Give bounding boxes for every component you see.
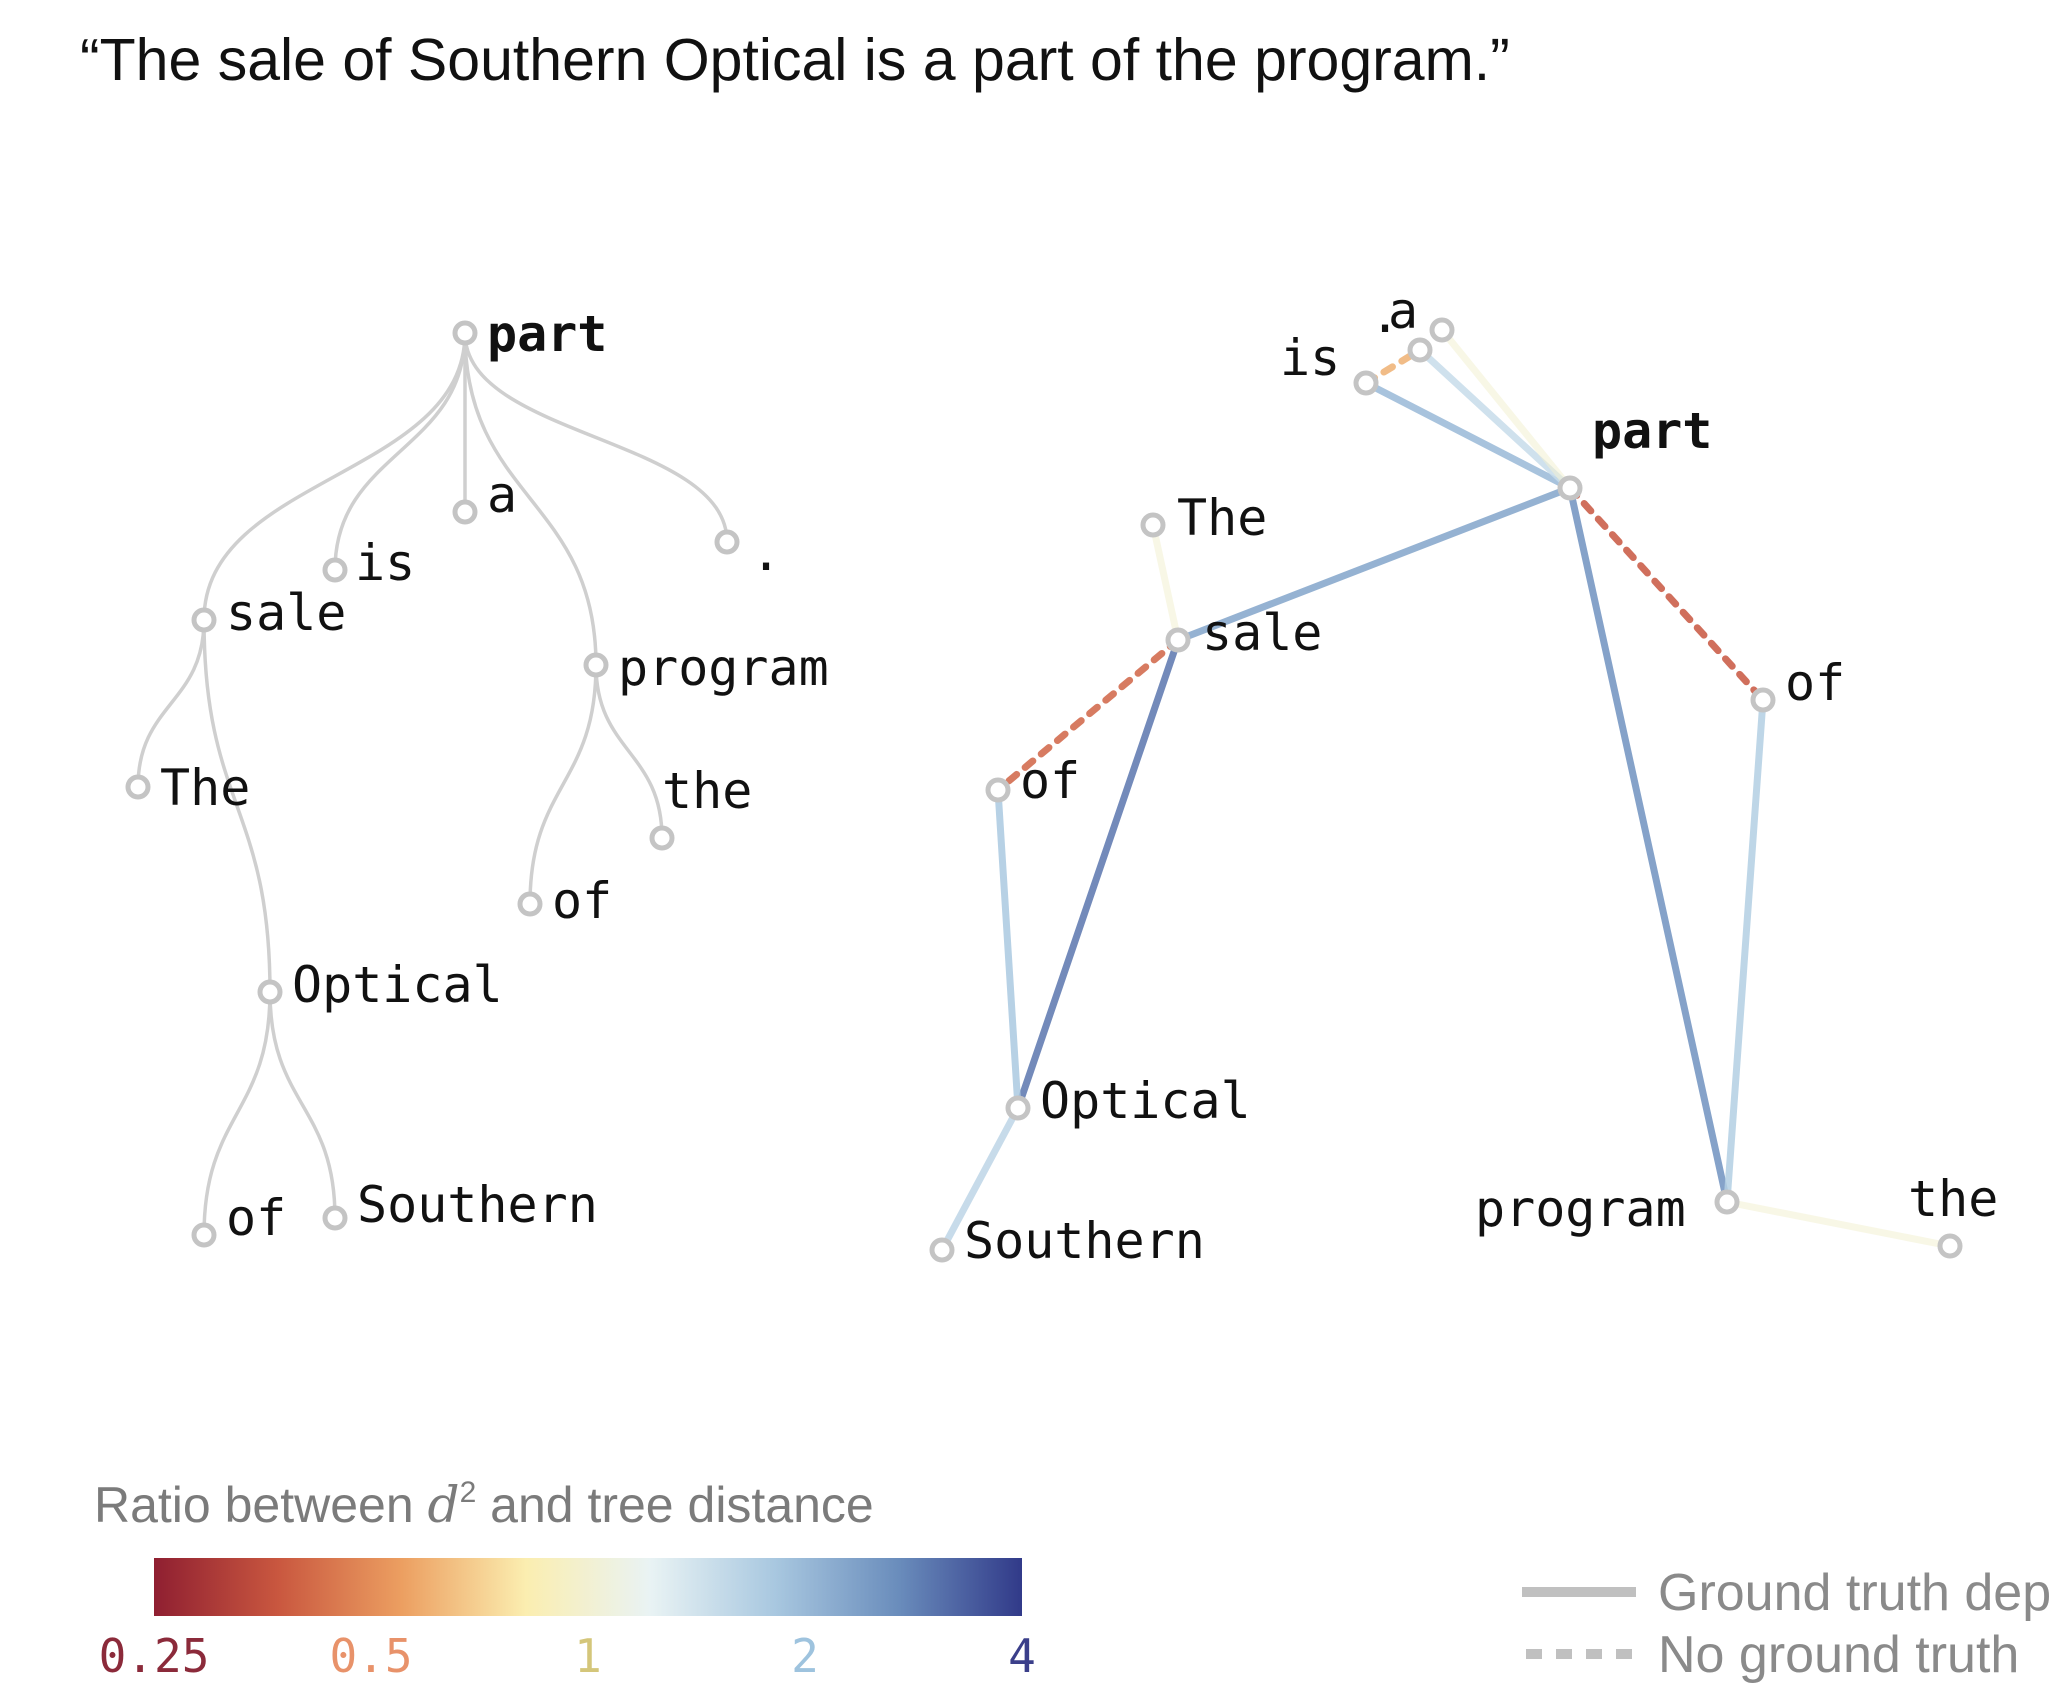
graph-node-of (985, 777, 1011, 803)
graph-node-the (1140, 512, 1166, 538)
tree-node-southern (322, 1205, 348, 1231)
tree-edge (463, 332, 729, 543)
graph-node-a (1429, 317, 1455, 343)
sentence-title: “The sale of Southern Optical is a part … (80, 27, 1510, 93)
ground-truth-edge (1362, 379, 1574, 492)
tree-node-of (191, 1222, 217, 1248)
colorbar-tick: 1 (574, 1629, 602, 1683)
tree-edge (268, 991, 337, 1219)
tree-edge (202, 619, 272, 993)
colorbar (154, 1558, 1022, 1616)
graph-node-period (1407, 337, 1433, 363)
ground-truth-edge (994, 786, 1022, 1112)
graph-label-is: is (1280, 329, 1340, 387)
dashed-line-label: No ground truth (1658, 1626, 2019, 1684)
tree-label-the: The (160, 759, 250, 817)
ground-truth-edge (1174, 484, 1574, 644)
solid-line-label: Ground truth dep (1658, 1564, 2051, 1622)
tree-edge (202, 991, 272, 1236)
colorbar-title-pre: Ratio between (94, 1477, 428, 1533)
tree-node-period (714, 529, 740, 555)
no-ground-truth-edge (994, 636, 1182, 794)
embedding-graph: a. is part The sale of of Optical Southern progra… (929, 282, 1998, 1270)
tree-label-the: the (662, 762, 752, 820)
tree-label-optical: Optical (292, 956, 503, 1014)
colorbar-title-d: d (428, 1476, 460, 1534)
tree-node-a (452, 499, 478, 525)
graph-label-southern: Southern (964, 1212, 1205, 1270)
tree-node-is (322, 557, 348, 583)
colorbar-tick: 0.25 (99, 1629, 210, 1683)
tree-label-a: a (487, 466, 517, 524)
ground-truth-edge (1149, 521, 1182, 644)
tree-label-sale: sale (226, 584, 346, 642)
graph-label-sale: sale (1202, 604, 1322, 662)
tree-label-program: program (618, 639, 829, 697)
graph-label-part: part (1592, 402, 1712, 460)
ground-truth-edge (1416, 346, 1574, 492)
graph-label-of: of (1020, 752, 1080, 810)
graph-node-program (1714, 1189, 1740, 1215)
tree-node-program (583, 652, 609, 678)
ground-truth-edge (1566, 484, 1731, 1206)
tree-node-sale (191, 607, 217, 633)
tree-edge (594, 664, 664, 839)
tree-node-the (125, 774, 151, 800)
ground-truth-edge (1723, 696, 1767, 1206)
graph-label-the: the (1908, 1170, 1998, 1228)
graph-node-sale (1165, 627, 1191, 653)
tree-label-southern: Southern (357, 1176, 598, 1234)
colorbar-tick: 4 (1008, 1629, 1036, 1683)
tree-node-part (452, 320, 478, 346)
tree-node-of (517, 891, 543, 917)
tree-label-of: of (226, 1189, 286, 1247)
graph-node-optical (1005, 1095, 1031, 1121)
graph-label-of: of (1785, 654, 1845, 712)
graph-node-part (1557, 475, 1583, 501)
graph-label-program: program (1475, 1180, 1686, 1238)
tree-label-period: . (751, 524, 781, 582)
ground-truth-edge (1014, 636, 1182, 1112)
tree-node-the (649, 825, 675, 851)
ground-truth-edge (1723, 1198, 1954, 1250)
graph-node-southern (929, 1237, 955, 1263)
graph-node-is (1353, 370, 1379, 396)
graph-node-the (1937, 1233, 1963, 1259)
colorbar-tick: 2 (791, 1629, 819, 1683)
no-ground-truth-edge (1566, 484, 1767, 704)
tree-label-part: part (487, 305, 607, 363)
graph-label-optical: Optical (1040, 1072, 1251, 1130)
legend: Ratio between d2 and tree distance 0.25 0… (94, 1476, 2051, 1684)
graph-label-the: The (1177, 489, 1267, 547)
colorbar-title: Ratio between d2 and tree distance (94, 1476, 874, 1534)
colorbar-title-sup: 2 (460, 1476, 477, 1509)
ground-truth-edge (1438, 326, 1574, 492)
ground-truth-edge (938, 1104, 1022, 1254)
graph-label-period: . (1370, 286, 1400, 344)
tree-edge (333, 332, 467, 571)
tree-edge (528, 664, 598, 905)
tree-label-is: is (355, 534, 415, 592)
tree-edge (202, 332, 467, 621)
graph-node-of (1750, 687, 1776, 713)
colorbar-tick: 0.5 (329, 1629, 412, 1683)
tree-edge (136, 619, 206, 788)
colorbar-title-post: and tree distance (476, 1477, 874, 1533)
tree-node-optical (257, 979, 283, 1005)
tree-edge (463, 332, 598, 666)
tree-label-of: of (552, 872, 612, 930)
graph-label-a: a (1388, 282, 1418, 340)
